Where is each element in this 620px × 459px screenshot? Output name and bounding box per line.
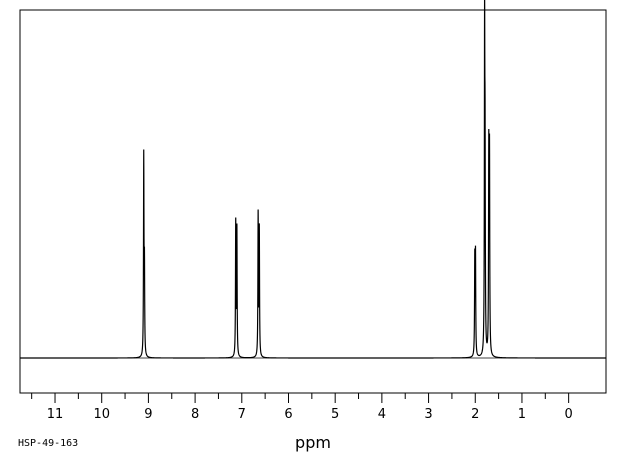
- x-tick-label-7: 7: [238, 407, 246, 422]
- x-tick-label-5: 5: [331, 407, 339, 422]
- plot-area: [19, 0, 607, 394]
- x-axis-title: ppm: [295, 433, 331, 452]
- x-tick-label-3: 3: [424, 407, 432, 422]
- x-tick-label-0: 0: [565, 407, 573, 422]
- x-tick-label-10: 10: [93, 407, 110, 422]
- x-tick-label-2: 2: [471, 407, 479, 422]
- x-tick-label-6: 6: [284, 407, 292, 422]
- x-axis: 11 10 9 8 7 6 5 4 3 2 1 0: [31, 393, 573, 422]
- plot-frame: [19, 9, 607, 394]
- x-tick-label-9: 9: [144, 407, 152, 422]
- x-tick-label-4: 4: [378, 407, 386, 422]
- spectrum-series-line: [20, 0, 606, 359]
- x-tick-label-1: 1: [518, 407, 526, 422]
- x-tick-label-11: 11: [47, 407, 64, 422]
- x-tick-label-8: 8: [191, 407, 199, 422]
- spectrum-id-label: HSP-49-163: [18, 438, 78, 449]
